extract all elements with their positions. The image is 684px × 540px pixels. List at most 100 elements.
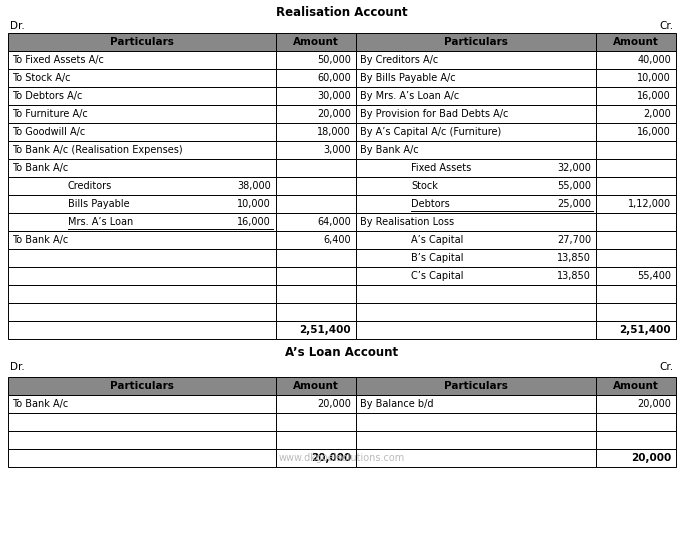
Bar [8, 123, 276, 141]
Text: By Bills Payable A/c: By Bills Payable A/c [360, 73, 456, 83]
Bar [8, 449, 276, 467]
Bar [356, 87, 596, 105]
Bar [596, 123, 676, 141]
Text: 20,000: 20,000 [631, 453, 671, 463]
Bar [8, 231, 276, 249]
Bar [276, 87, 356, 105]
Text: By Mrs. A’s Loan A/c: By Mrs. A’s Loan A/c [360, 91, 459, 101]
Bar [276, 231, 356, 249]
Text: 20,000: 20,000 [311, 453, 351, 463]
Bar [356, 303, 596, 321]
Text: 10,000: 10,000 [237, 199, 271, 209]
Text: Cr.: Cr. [660, 21, 674, 31]
Bar [276, 303, 356, 321]
Text: 60,000: 60,000 [317, 73, 351, 83]
Bar [596, 377, 676, 395]
Bar [8, 87, 276, 105]
Text: B’s Capital: B’s Capital [411, 253, 464, 263]
Text: 1,12,000: 1,12,000 [628, 199, 671, 209]
Bar [596, 395, 676, 413]
Bar [8, 267, 276, 285]
Bar [596, 69, 676, 87]
Bar [596, 195, 676, 213]
Bar [276, 213, 356, 231]
Bar [356, 123, 596, 141]
Text: Amount: Amount [613, 37, 659, 47]
Text: Particulars: Particulars [444, 381, 508, 391]
Text: 10,000: 10,000 [637, 73, 671, 83]
Bar [356, 69, 596, 87]
Bar [8, 303, 276, 321]
Text: Stock: Stock [411, 181, 438, 191]
Bar [596, 87, 676, 105]
Text: Dr.: Dr. [10, 362, 25, 372]
Bar [356, 51, 596, 69]
Bar [8, 395, 276, 413]
Text: Realisation Account: Realisation Account [276, 5, 408, 18]
Bar [8, 33, 276, 51]
Text: 2,000: 2,000 [643, 109, 671, 119]
Text: Particulars: Particulars [110, 381, 174, 391]
Bar [276, 249, 356, 267]
Bar [596, 177, 676, 195]
Text: By Provision for Bad Debts A/c: By Provision for Bad Debts A/c [360, 109, 508, 119]
Bar [276, 267, 356, 285]
Bar [596, 413, 676, 431]
Bar [8, 321, 276, 339]
Text: 25,000: 25,000 [557, 199, 591, 209]
Text: By Bank A/c: By Bank A/c [360, 145, 419, 155]
Bar [356, 321, 596, 339]
Text: To Bank A/c: To Bank A/c [12, 235, 68, 245]
Text: Debtors: Debtors [411, 199, 450, 209]
Bar [596, 249, 676, 267]
Bar [356, 213, 596, 231]
Bar [8, 413, 276, 431]
Text: To Goodwill A/c: To Goodwill A/c [12, 127, 86, 137]
Bar [596, 431, 676, 449]
Bar [356, 285, 596, 303]
Bar [596, 267, 676, 285]
Bar [356, 231, 596, 249]
Text: 20,000: 20,000 [317, 109, 351, 119]
Text: www.dkgoelsolutions.com: www.dkgoelsolutions.com [279, 453, 405, 463]
Text: 13,850: 13,850 [557, 271, 591, 281]
Bar [276, 105, 356, 123]
Bar [596, 159, 676, 177]
Bar [276, 51, 356, 69]
Bar [8, 195, 276, 213]
Text: Amount: Amount [613, 381, 659, 391]
Bar [596, 213, 676, 231]
Bar [356, 431, 596, 449]
Bar [596, 285, 676, 303]
Text: 64,000: 64,000 [317, 217, 351, 227]
Text: 13,850: 13,850 [557, 253, 591, 263]
Bar [8, 51, 276, 69]
Text: 20,000: 20,000 [637, 399, 671, 409]
Text: To Stock A/c: To Stock A/c [12, 73, 70, 83]
Bar [356, 177, 596, 195]
Text: 3,000: 3,000 [324, 145, 351, 155]
Bar [276, 159, 356, 177]
Text: 55,400: 55,400 [637, 271, 671, 281]
Bar [276, 195, 356, 213]
Bar [276, 33, 356, 51]
Bar [276, 431, 356, 449]
Bar [8, 159, 276, 177]
Text: 20,000: 20,000 [317, 399, 351, 409]
Bar [276, 377, 356, 395]
Text: 16,000: 16,000 [637, 127, 671, 137]
Bar [8, 213, 276, 231]
Text: Amount: Amount [293, 37, 339, 47]
Bar [596, 231, 676, 249]
Bar [276, 177, 356, 195]
Bar [276, 123, 356, 141]
Bar [276, 141, 356, 159]
Text: 32,000: 32,000 [557, 163, 591, 173]
Text: Dr.: Dr. [10, 21, 25, 31]
Bar [596, 449, 676, 467]
Bar [596, 303, 676, 321]
Bar [596, 141, 676, 159]
Text: Cr.: Cr. [660, 362, 674, 372]
Text: Particulars: Particulars [110, 37, 174, 47]
Text: 16,000: 16,000 [637, 91, 671, 101]
